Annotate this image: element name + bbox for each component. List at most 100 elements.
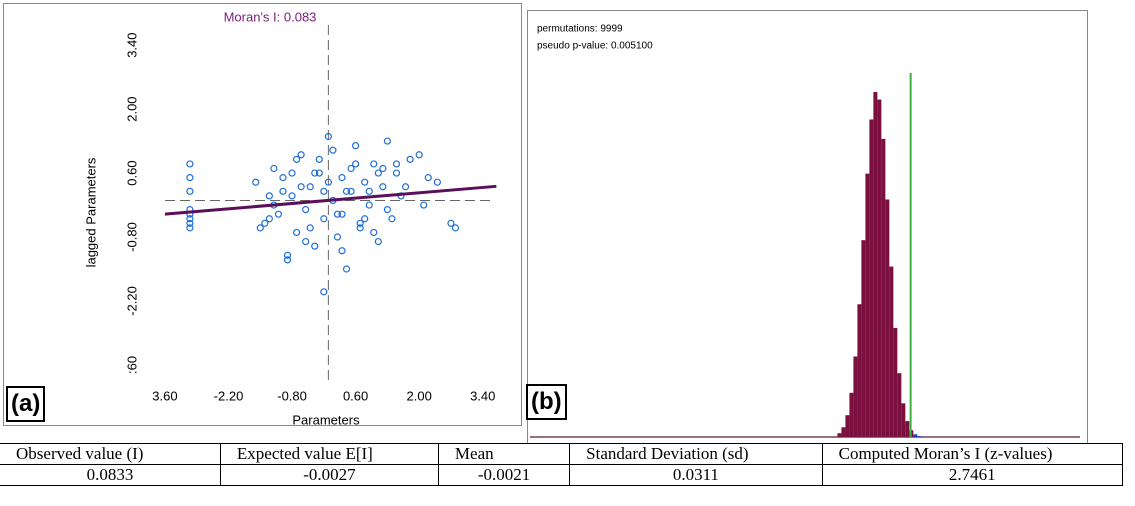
data-cell: -0.0021 bbox=[437, 464, 571, 486]
point bbox=[186, 215, 194, 223]
point bbox=[288, 169, 296, 177]
point bbox=[392, 160, 401, 168]
panel-label: (b) bbox=[526, 384, 567, 420]
point bbox=[302, 206, 310, 214]
point bbox=[383, 206, 391, 214]
point bbox=[265, 215, 273, 223]
bar bbox=[837, 433, 842, 437]
point bbox=[347, 164, 355, 173]
y-tick-label: 2.00 bbox=[124, 96, 139, 121]
bar bbox=[853, 356, 858, 437]
bar bbox=[901, 403, 906, 437]
fit-line bbox=[164, 184, 497, 216]
point bbox=[297, 151, 305, 159]
header-cell: Standard Deviation (sd) bbox=[569, 443, 823, 465]
point bbox=[370, 228, 378, 237]
bar bbox=[861, 240, 866, 437]
point bbox=[283, 251, 292, 259]
point bbox=[256, 224, 264, 232]
point bbox=[270, 164, 278, 173]
point bbox=[329, 146, 337, 154]
point bbox=[424, 174, 432, 182]
bar bbox=[913, 434, 918, 437]
point bbox=[379, 183, 387, 191]
point bbox=[361, 178, 369, 186]
point bbox=[451, 224, 460, 232]
point bbox=[433, 178, 441, 186]
point bbox=[320, 288, 328, 296]
point bbox=[320, 215, 328, 223]
x-tick-label: 3.60 bbox=[152, 388, 177, 403]
data-cell: -0.0027 bbox=[219, 464, 439, 486]
bar bbox=[893, 327, 898, 437]
header-row: Observed value (I) Expected value E[I] Mea… bbox=[0, 443, 1124, 465]
point bbox=[324, 178, 332, 186]
bar bbox=[917, 436, 922, 437]
y-tick-label: -0.80 bbox=[124, 222, 139, 252]
y-tick-label: 0.60 bbox=[124, 160, 139, 185]
bar bbox=[857, 304, 862, 437]
point bbox=[315, 169, 323, 177]
point bbox=[306, 224, 314, 232]
header-cell: Observed value (I) bbox=[0, 443, 221, 465]
data-row: 0.0833 -0.0027 -0.0021 0.0311 2.7461 bbox=[0, 464, 1124, 486]
point bbox=[365, 201, 373, 209]
header-cell: Expected value E[I] bbox=[219, 443, 439, 465]
point bbox=[252, 178, 260, 186]
bar bbox=[849, 392, 854, 437]
x-tick-label: -2.20 bbox=[214, 388, 244, 403]
y-tick-label: -2.20 bbox=[124, 286, 139, 316]
point bbox=[311, 242, 319, 250]
point bbox=[338, 174, 346, 182]
x-tick-label: -0.80 bbox=[277, 388, 307, 403]
x-tick-label: 2.00 bbox=[407, 388, 432, 403]
bar bbox=[845, 415, 850, 437]
bar bbox=[865, 173, 870, 438]
point bbox=[392, 169, 401, 177]
point bbox=[361, 215, 369, 223]
point bbox=[297, 183, 305, 191]
figure: Moran's I: 0.083 Parameters lagged Paramet… bbox=[3, 3, 1088, 443]
point bbox=[186, 224, 194, 232]
bar bbox=[885, 199, 890, 437]
data-cell: 0.0311 bbox=[569, 464, 823, 486]
point bbox=[292, 155, 301, 163]
point bbox=[186, 160, 194, 168]
point bbox=[320, 187, 328, 195]
point bbox=[311, 169, 319, 177]
y-axis-label: lagged Parameters bbox=[83, 157, 98, 267]
point bbox=[288, 192, 296, 200]
bar bbox=[841, 427, 846, 437]
bar bbox=[881, 138, 886, 438]
bar bbox=[873, 92, 878, 438]
point bbox=[342, 187, 351, 195]
point bbox=[265, 192, 273, 200]
point bbox=[338, 247, 346, 255]
annotation: pseudo p-value: 0.005100 bbox=[537, 41, 653, 52]
point bbox=[333, 233, 342, 241]
panel-a-frame bbox=[3, 3, 522, 426]
bar bbox=[897, 373, 902, 437]
bar bbox=[877, 99, 882, 438]
annotation: permutations: 9999 bbox=[537, 24, 623, 35]
point bbox=[279, 187, 287, 195]
point bbox=[415, 151, 423, 159]
bar bbox=[889, 266, 894, 437]
point bbox=[420, 201, 428, 209]
y-tick-label: :60 bbox=[124, 356, 139, 374]
point bbox=[261, 219, 269, 227]
chart-title: Moran's I: 0.083 bbox=[224, 9, 317, 24]
point bbox=[356, 224, 364, 232]
header-cell: Mean bbox=[437, 443, 571, 465]
point bbox=[370, 160, 378, 168]
point bbox=[283, 256, 292, 264]
data-cell: 0.0833 bbox=[0, 464, 221, 486]
bar bbox=[869, 119, 874, 437]
y-tick-label: 3.40 bbox=[124, 32, 139, 57]
point bbox=[374, 169, 382, 177]
point bbox=[347, 187, 355, 195]
x-tick-label: 3.40 bbox=[470, 388, 495, 403]
point bbox=[302, 237, 310, 246]
stats-table: Observed value (I) Expected value E[I] Mea… bbox=[0, 443, 1124, 486]
point bbox=[324, 132, 332, 141]
